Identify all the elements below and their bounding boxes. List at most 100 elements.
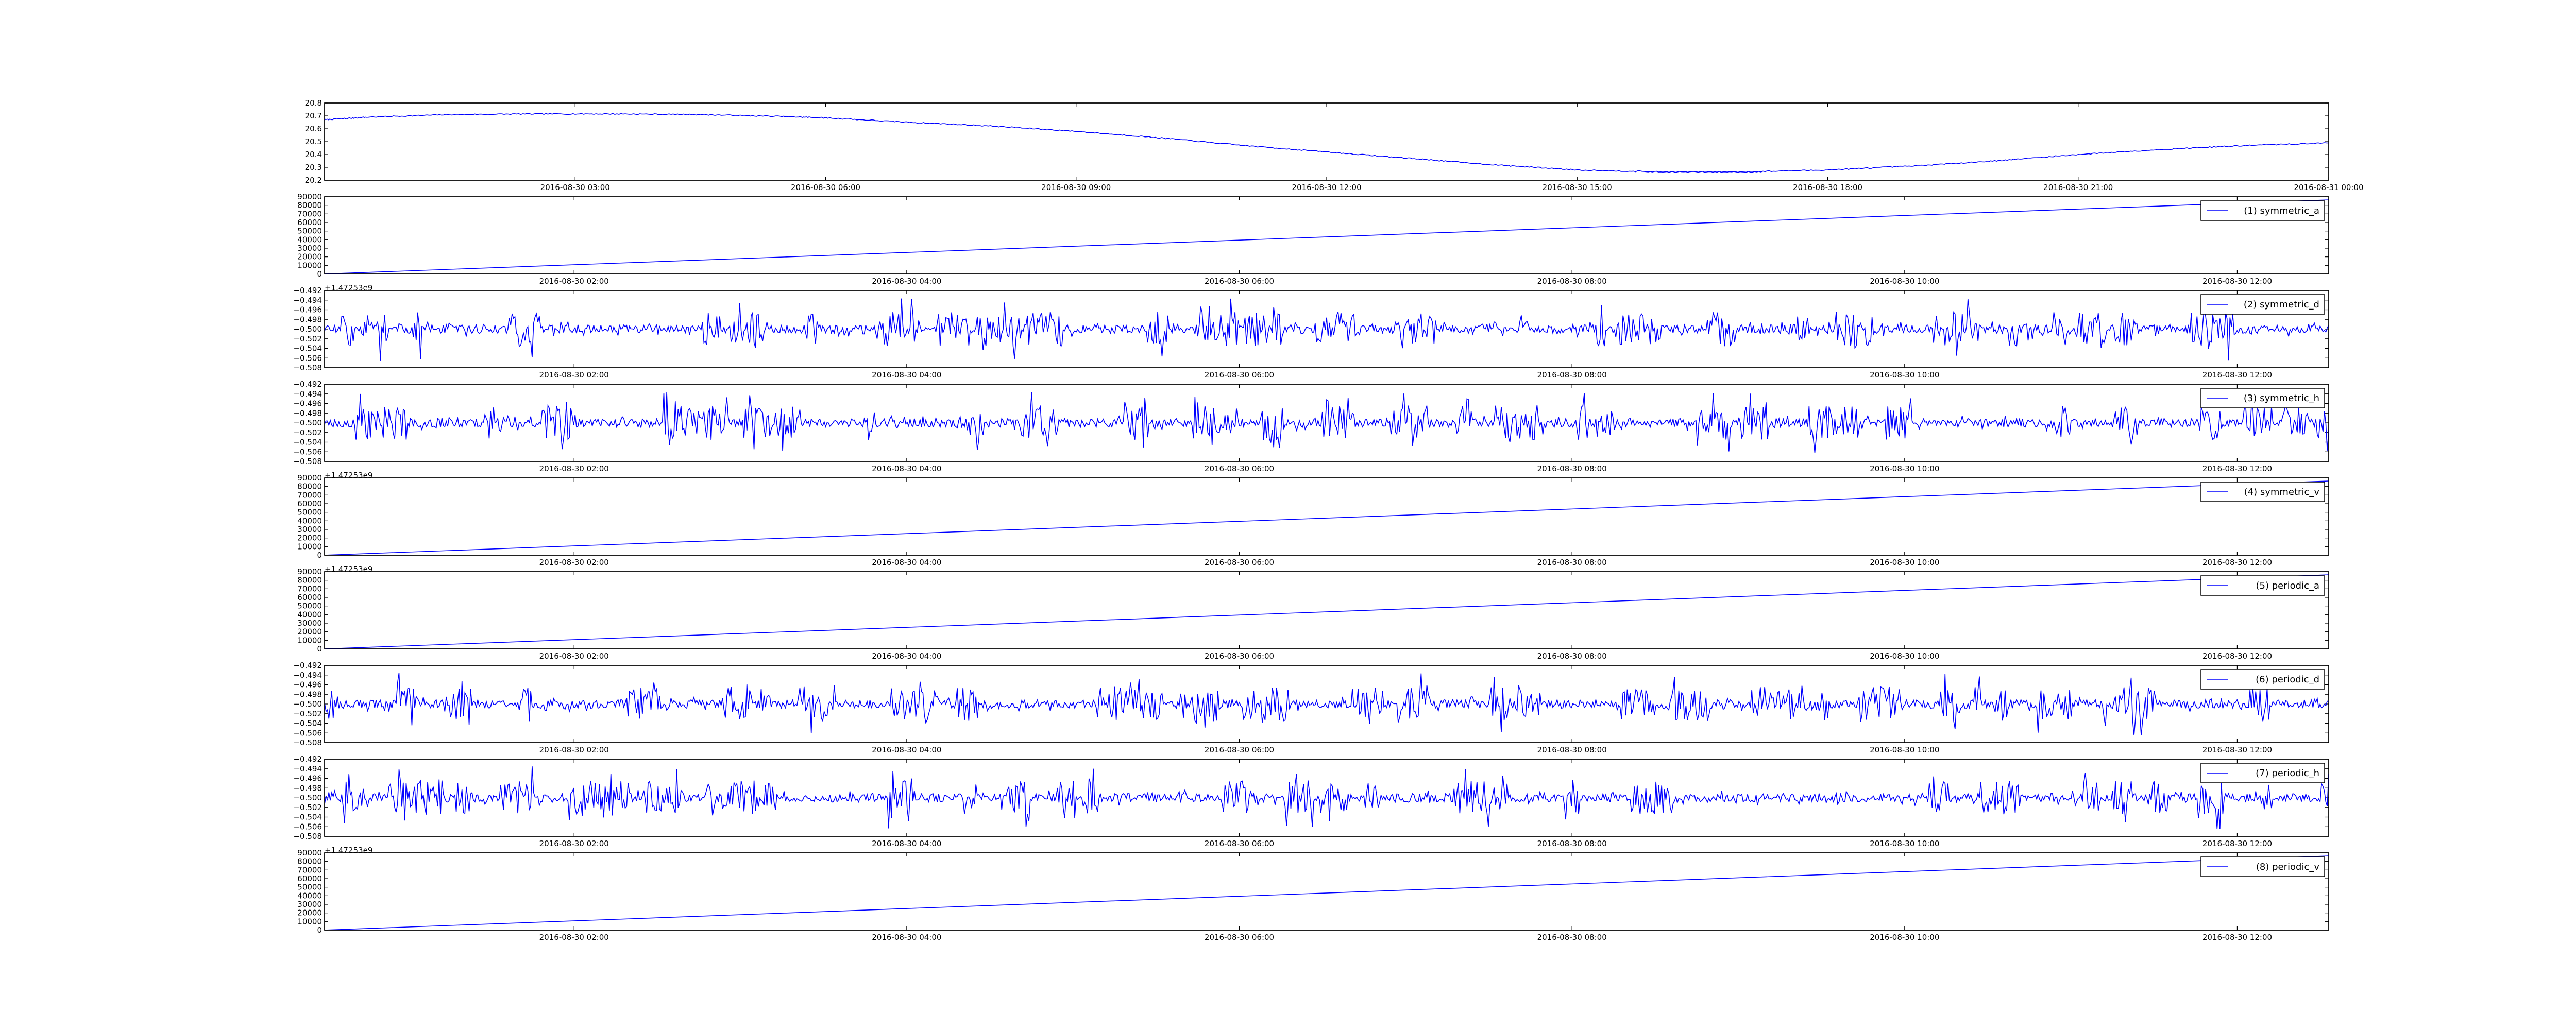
y-tick-label: 60000: [297, 874, 322, 883]
y-tick-label: −0.500: [293, 324, 322, 334]
legend-box: [2200, 856, 2325, 877]
y-tick-label: 10000: [297, 917, 322, 926]
y-tick-label: −0.504: [293, 719, 322, 728]
series-line: [325, 766, 2329, 829]
plot-frame: [324, 759, 2329, 837]
x-tick-label: 2016-08-30 12:00: [2202, 745, 2272, 754]
x-tick-label: 2016-08-30 12:00: [2202, 651, 2272, 661]
legend: (8) periodic_v: [2200, 856, 2325, 877]
legend-label: (2) symmetric_d: [2244, 299, 2319, 310]
y-tick-label: 70000: [297, 209, 322, 218]
x-tick-label: 2016-08-30 12:00: [2202, 464, 2272, 473]
x-tick-label: 2016-08-30 10:00: [1870, 745, 1939, 754]
y-tick-label: −0.492: [293, 754, 322, 764]
plot-frame: [324, 102, 2329, 181]
y-tick-label: −0.508: [293, 457, 322, 466]
series-line: [325, 113, 2329, 173]
y-tick-label: 20000: [297, 534, 322, 543]
y-tick-label: −0.502: [293, 709, 322, 718]
plot-border: [324, 759, 2329, 837]
legend: (3) symmetric_h: [2200, 388, 2325, 408]
x-tick-label: 2016-08-30 04:00: [872, 464, 941, 473]
y-tick-label: 0: [317, 551, 322, 560]
y-tick-label: −0.504: [293, 813, 322, 822]
legend-label: (4) symmetric_v: [2244, 487, 2320, 497]
y-tick-label: −0.500: [293, 793, 322, 802]
y-tick-label: 20000: [297, 627, 322, 637]
plot-border: [324, 665, 2329, 743]
x-tick-label: 2016-08-30 06:00: [1205, 651, 1274, 661]
y-tick-label: −0.506: [293, 822, 322, 831]
x-tick-label: 2016-08-30 02:00: [539, 933, 609, 942]
x-tick-label: 2016-08-30 04:00: [872, 933, 941, 942]
plot-border: [324, 852, 2329, 931]
y-tick-label: 90000: [297, 473, 322, 483]
x-tick-label: 2016-08-30 10:00: [1870, 558, 1939, 567]
x-tick-label: 2016-08-30 18:00: [1793, 183, 1862, 192]
x-tick-label: 2016-08-30 10:00: [1870, 651, 1939, 661]
x-tick-label: 2016-08-30 09:00: [1041, 183, 1111, 192]
y-tick-label: 70000: [297, 490, 322, 500]
y-tick-label: 10000: [297, 542, 322, 551]
y-tick-label: 50000: [297, 227, 322, 236]
legend: (6) periodic_d: [2200, 669, 2325, 690]
y-tick-label: 40000: [297, 891, 322, 900]
y-tick-label: 0: [317, 925, 322, 935]
x-tick-label: 2016-08-30 06:00: [1205, 745, 1274, 754]
y-tick-label: −0.496: [293, 774, 322, 783]
x-tick-label: 2016-08-30 15:00: [1543, 183, 1612, 192]
y-tick-label: 20.3: [305, 163, 322, 172]
x-tick-label: 2016-08-30 08:00: [1537, 745, 1607, 754]
y-tick-label: 80000: [297, 857, 322, 866]
legend-label: (7) periodic_h: [2256, 768, 2319, 779]
legend-label: (5) periodic_a: [2256, 580, 2320, 591]
y-tick-label: −0.496: [293, 305, 322, 315]
plot-frame: [324, 196, 2329, 274]
y-tick-label: −0.504: [293, 438, 322, 447]
y-tick-label: 30000: [297, 619, 322, 628]
y-tick-label: 0: [317, 269, 322, 279]
y-tick-label: 20.6: [305, 124, 322, 133]
x-tick-label: 2016-08-30 10:00: [1870, 464, 1939, 473]
x-tick-label: 2016-08-30 12:00: [2202, 370, 2272, 380]
y-tick-label: −0.506: [293, 728, 322, 737]
x-tick-label: 2016-08-30 08:00: [1537, 277, 1607, 286]
y-tick-label: −0.506: [293, 447, 322, 456]
legend-label: (6) periodic_d: [2256, 674, 2319, 685]
y-tick-label: −0.498: [293, 783, 322, 793]
plot-frame: [324, 571, 2329, 649]
series-line: [325, 855, 2329, 930]
y-tick-label: 80000: [297, 482, 322, 491]
x-tick-label: 2016-08-30 04:00: [872, 745, 941, 754]
y-tick-label: −0.492: [293, 661, 322, 670]
series-line: [325, 199, 2329, 274]
y-tick-label: −0.504: [293, 344, 322, 353]
x-tick-label: 2016-08-30 06:00: [1205, 558, 1274, 567]
y-tick-label: 20000: [297, 908, 322, 918]
y-tick-label: −0.502: [293, 334, 322, 344]
plot-frame: [324, 477, 2329, 556]
plot-frame: [324, 290, 2329, 368]
y-tick-label: −0.494: [293, 764, 322, 774]
legend: (2) symmetric_d: [2200, 294, 2325, 315]
y-tick-label: 20000: [297, 252, 322, 262]
y-tick-label: −0.502: [293, 803, 322, 812]
y-tick-label: 60000: [297, 593, 322, 602]
legend: (4) symmetric_v: [2200, 482, 2325, 502]
plot-frame: [324, 852, 2329, 931]
y-tick-label: 20.5: [305, 137, 322, 146]
y-tick-label: 40000: [297, 235, 322, 244]
x-tick-label: 2016-08-30 10:00: [1870, 933, 1939, 942]
x-tick-label: 2016-08-30 04:00: [872, 558, 941, 567]
y-tick-label: 40000: [297, 516, 322, 525]
subplot-6: 0100002000030000400005000060000700008000…: [297, 567, 2329, 661]
x-tick-label: 2016-08-30 02:00: [539, 277, 609, 286]
x-tick-label: 2016-08-30 10:00: [1870, 370, 1939, 380]
y-tick-label: 50000: [297, 883, 322, 892]
x-tick-label: 2016-08-30 04:00: [872, 370, 941, 380]
y-tick-label: −0.508: [293, 832, 322, 841]
subplot-4: −0.508−0.506−0.504−0.502−0.500−0.498−0.4…: [293, 380, 2329, 480]
series-line: [325, 574, 2329, 649]
x-tick-label: 2016-08-30 08:00: [1537, 651, 1607, 661]
